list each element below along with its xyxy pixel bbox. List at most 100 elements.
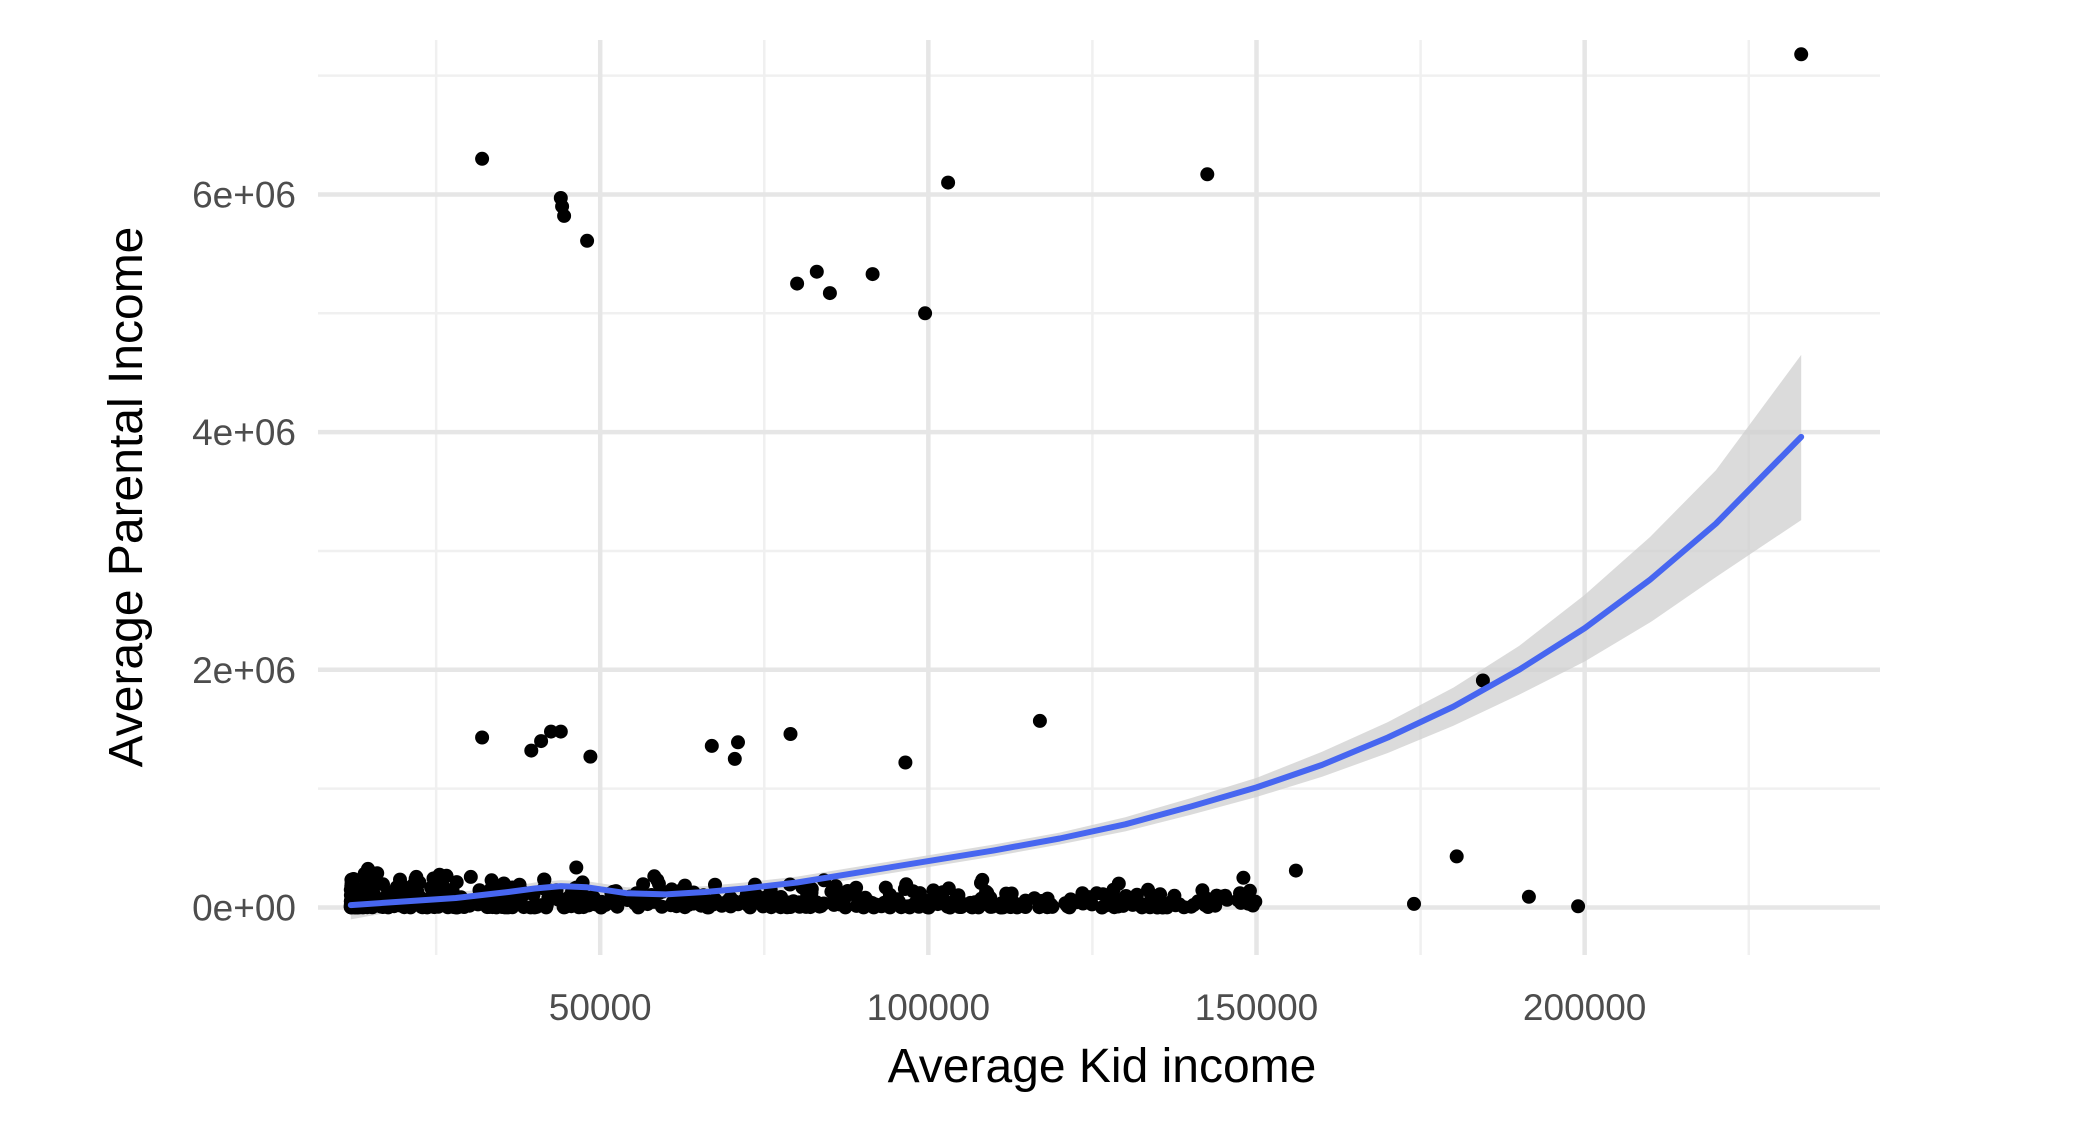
data-points	[343, 47, 1809, 915]
y-tick-label: 0e+00	[192, 887, 296, 928]
data-point	[906, 884, 920, 899]
data-point	[723, 893, 738, 908]
data-point	[918, 306, 933, 321]
data-point	[1133, 899, 1148, 914]
data-point	[484, 873, 499, 888]
data-point	[890, 892, 905, 907]
y-tick-label: 6e+06	[192, 174, 296, 215]
smooth-fit-line	[347, 433, 1805, 909]
data-point	[1236, 870, 1251, 885]
x-axis-tick-labels: 50000 100000 150000 200000	[549, 987, 1647, 1028]
data-point	[575, 887, 590, 902]
x-tick-label: 150000	[1195, 987, 1318, 1028]
data-point	[967, 895, 982, 910]
data-point	[833, 897, 848, 912]
data-point	[708, 892, 723, 907]
data-point	[1794, 47, 1809, 62]
data-point	[647, 894, 661, 909]
data-point	[1119, 889, 1133, 903]
data-point	[524, 743, 539, 758]
smooth-line	[347, 433, 1805, 909]
major-gridlines	[318, 40, 1880, 955]
data-point	[757, 890, 772, 905]
data-point	[498, 899, 513, 914]
data-point	[828, 879, 843, 894]
data-point	[496, 876, 511, 891]
data-point	[1043, 897, 1058, 912]
data-point	[544, 724, 558, 739]
data-point	[527, 900, 542, 915]
data-point	[580, 233, 595, 248]
data-point	[475, 151, 490, 166]
data-point	[1475, 673, 1490, 688]
data-point	[463, 869, 478, 884]
data-point	[1195, 883, 1210, 898]
data-point	[1200, 167, 1215, 182]
data-point	[412, 876, 426, 891]
data-point	[1288, 863, 1303, 878]
data-point	[346, 872, 361, 887]
data-point	[1201, 900, 1215, 914]
data-point	[361, 861, 375, 876]
data-point	[790, 276, 805, 291]
minor-gridlines	[318, 40, 1880, 955]
data-point	[576, 900, 591, 915]
x-tick-label: 50000	[549, 987, 652, 1028]
data-point	[1184, 899, 1199, 914]
data-point	[783, 727, 798, 741]
data-point	[911, 899, 926, 914]
data-point	[1146, 892, 1161, 907]
x-tick-label: 100000	[867, 987, 990, 1028]
data-point	[1032, 713, 1047, 728]
data-point	[774, 890, 788, 904]
data-point	[809, 264, 824, 279]
data-point	[935, 885, 950, 900]
data-point	[1069, 895, 1083, 910]
data-point	[898, 755, 913, 770]
data-point	[537, 872, 552, 887]
data-point	[1521, 889, 1536, 904]
data-point	[951, 888, 966, 903]
data-point	[941, 175, 956, 190]
data-point	[704, 738, 719, 753]
y-axis-title: Average Parental Income	[100, 227, 153, 768]
y-tick-label: 4e+06	[192, 412, 296, 453]
data-point	[1160, 900, 1174, 915]
data-point	[534, 734, 549, 749]
data-point	[539, 900, 554, 915]
data-point	[557, 208, 572, 223]
data-point	[930, 897, 945, 912]
data-point	[552, 891, 567, 906]
data-point	[859, 895, 874, 910]
data-point	[1004, 886, 1019, 901]
data-point	[1018, 893, 1033, 908]
data-point	[445, 882, 460, 897]
data-point	[650, 873, 665, 888]
data-point	[1571, 899, 1586, 914]
data-point	[993, 900, 1008, 915]
data-point	[583, 749, 598, 764]
data-point	[673, 895, 688, 910]
data-point	[731, 735, 745, 750]
data-point	[1241, 896, 1256, 911]
y-axis-tick-labels: 0e+00 2e+06 4e+06 6e+06	[192, 174, 296, 928]
data-point	[980, 885, 995, 900]
data-point	[800, 894, 815, 909]
data-point	[954, 900, 969, 914]
y-tick-label: 2e+06	[192, 650, 296, 691]
data-point	[457, 900, 472, 914]
data-point	[620, 893, 635, 907]
data-point	[475, 730, 490, 745]
data-point	[569, 860, 584, 875]
data-point	[598, 897, 613, 912]
data-point	[553, 724, 568, 739]
data-point	[1096, 887, 1110, 902]
data-point	[865, 267, 880, 282]
data-point	[389, 880, 404, 895]
data-point	[427, 874, 442, 889]
data-point	[1407, 896, 1421, 911]
data-point	[1130, 887, 1144, 902]
data-point	[822, 286, 837, 301]
data-point	[1449, 849, 1464, 864]
